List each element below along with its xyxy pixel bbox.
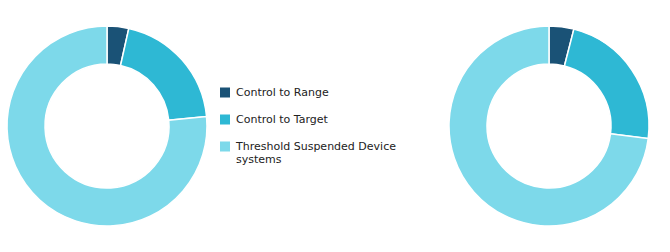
legend-label-line: Control to Target <box>236 113 329 126</box>
legend-swatch <box>220 142 230 152</box>
legend-label: Control to Range <box>236 86 329 99</box>
legend-swatch <box>220 88 230 98</box>
legend-label-line: systems <box>236 153 282 166</box>
donut-slice <box>449 26 648 226</box>
donut-slice <box>121 28 207 120</box>
donut <box>449 26 649 226</box>
donut <box>7 26 207 226</box>
legend: Control to Range Control to Target Thresho… <box>220 86 396 166</box>
chart-root: Control to Range Control to Target Thresho… <box>0 0 670 252</box>
donut-slice <box>564 29 649 138</box>
legend-label-line: Threshold Suspended Device <box>235 140 396 153</box>
legend-label-line: Control to Range <box>236 86 329 99</box>
donut-slice <box>7 26 207 226</box>
legend-label: Threshold Suspended Devicesystems <box>235 140 396 166</box>
legend-label: Control to Target <box>236 113 329 126</box>
legend-swatch <box>220 115 230 125</box>
